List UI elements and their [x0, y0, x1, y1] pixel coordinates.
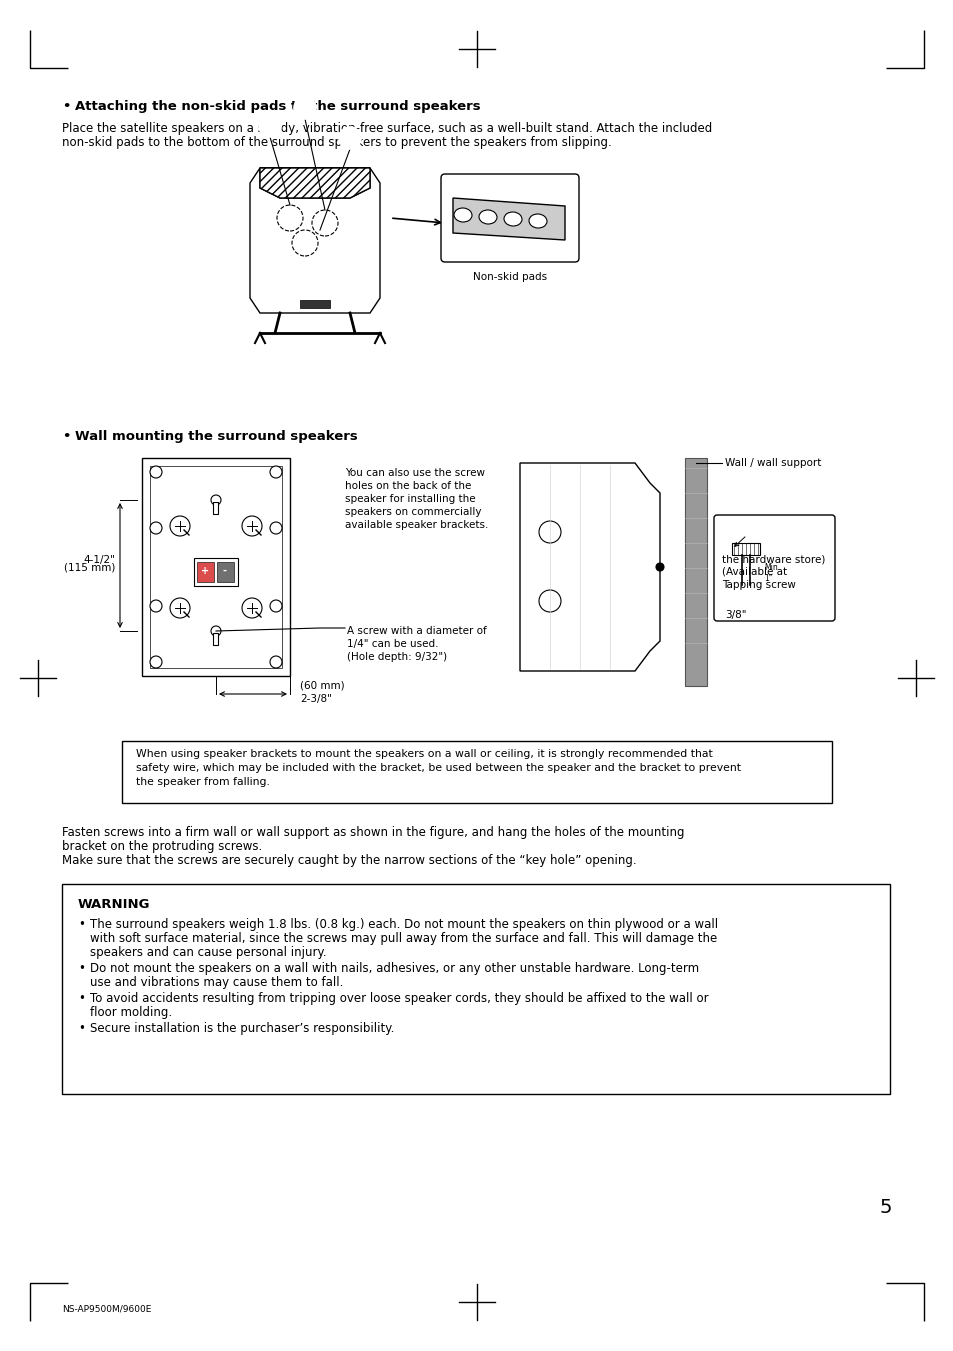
Text: •: • [78, 917, 85, 931]
Polygon shape [453, 199, 564, 240]
Bar [62, 884, 889, 1094]
Text: the speaker from falling.: the speaker from falling. [136, 777, 270, 788]
Bar [196, 562, 213, 582]
Circle shape [170, 516, 190, 536]
Ellipse shape [529, 213, 546, 228]
Text: +: + [201, 566, 209, 576]
Text: speakers on commercially: speakers on commercially [345, 507, 481, 517]
Text: with soft surface material, since the screws may pull away from the surface and : with soft surface material, since the sc… [90, 932, 717, 944]
Circle shape [338, 127, 360, 149]
Text: (Hole depth: 9/32"): (Hole depth: 9/32") [347, 653, 447, 662]
Text: Attaching the non-skid pads to the surround speakers: Attaching the non-skid pads to the surro… [75, 100, 480, 113]
Circle shape [150, 521, 162, 534]
Circle shape [656, 563, 663, 571]
Circle shape [170, 598, 190, 617]
Polygon shape [260, 168, 370, 199]
Bar [216, 562, 233, 582]
Text: speakers and can cause personal injury.: speakers and can cause personal injury. [90, 946, 326, 959]
Bar [213, 503, 218, 513]
Circle shape [150, 600, 162, 612]
Text: •: • [78, 1021, 85, 1035]
Text: The surround speakers weigh 1.8 lbs. (0.8 kg.) each. Do not mount the speakers o: The surround speakers weigh 1.8 lbs. (0.… [90, 917, 718, 931]
Ellipse shape [478, 209, 497, 224]
Text: A screw with a diameter of: A screw with a diameter of [347, 626, 486, 636]
Bar [684, 458, 706, 686]
Ellipse shape [503, 212, 521, 226]
Circle shape [270, 657, 282, 667]
Text: non-skid pads to the bottom of the surround speakers to prevent the speakers fro: non-skid pads to the bottom of the surro… [62, 136, 611, 149]
Text: 5: 5 [879, 1198, 891, 1217]
Text: Wall mounting the surround speakers: Wall mounting the surround speakers [75, 430, 357, 443]
Text: floor molding.: floor molding. [90, 1006, 172, 1019]
Text: use and vibrations may cause them to fall.: use and vibrations may cause them to fal… [90, 975, 343, 989]
Text: the hardware store): the hardware store) [721, 554, 824, 563]
Polygon shape [519, 463, 659, 671]
Text: •: • [62, 430, 71, 443]
Circle shape [242, 516, 262, 536]
Text: safety wire, which may be included with the bracket, be used between the speaker: safety wire, which may be included with … [136, 763, 740, 773]
Text: -: - [223, 566, 227, 576]
Text: speaker for installing the: speaker for installing the [345, 494, 476, 504]
Text: Make sure that the screws are securely caught by the narrow sections of the “key: Make sure that the screws are securely c… [62, 854, 636, 867]
Circle shape [270, 466, 282, 478]
Circle shape [242, 598, 262, 617]
Text: To avoid accidents resulting from tripping over loose speaker cords, they should: To avoid accidents resulting from trippi… [90, 992, 708, 1005]
Text: You can also use the screw: You can also use the screw [345, 467, 484, 478]
Circle shape [294, 97, 315, 119]
Bar [150, 466, 282, 667]
Text: •: • [78, 992, 85, 1005]
Circle shape [258, 115, 281, 136]
Text: •: • [78, 962, 85, 975]
Text: (115 mm): (115 mm) [64, 563, 115, 573]
Text: WARNING: WARNING [78, 898, 151, 911]
Bar [142, 458, 290, 676]
Text: bracket on the protruding screws.: bracket on the protruding screws. [62, 840, 262, 852]
Text: 3/8": 3/8" [724, 611, 745, 620]
Bar [299, 300, 330, 308]
Text: available speaker brackets.: available speaker brackets. [345, 520, 488, 530]
Polygon shape [250, 168, 379, 313]
Text: holes on the back of the: holes on the back of the [345, 481, 471, 490]
Text: Place the satellite speakers on a sturdy, vibration-free surface, such as a well: Place the satellite speakers on a sturdy… [62, 122, 712, 135]
FancyBboxPatch shape [713, 515, 834, 621]
Ellipse shape [454, 208, 472, 222]
Text: Fasten screws into a firm wall or wall support as shown in the figure, and hang : Fasten screws into a firm wall or wall s… [62, 825, 684, 839]
Text: 1/4" can be used.: 1/4" can be used. [347, 639, 438, 648]
Text: (Available at: (Available at [721, 567, 786, 577]
Circle shape [270, 600, 282, 612]
FancyBboxPatch shape [440, 174, 578, 262]
Bar [193, 558, 237, 586]
Circle shape [538, 521, 560, 543]
Text: (60 mm): (60 mm) [299, 681, 344, 690]
Bar [731, 543, 760, 555]
Circle shape [150, 657, 162, 667]
Text: Secure installation is the purchaser’s responsibility.: Secure installation is the purchaser’s r… [90, 1021, 394, 1035]
Text: When using speaker brackets to mount the speakers on a wall or ceiling, it is st: When using speaker brackets to mount the… [136, 748, 712, 759]
Text: Do not mount the speakers on a wall with nails, adhesives, or any other unstable: Do not mount the speakers on a wall with… [90, 962, 699, 975]
Bar [213, 634, 218, 644]
Circle shape [538, 590, 560, 612]
Text: Tapping screw: Tapping screw [721, 580, 795, 590]
Bar [122, 740, 831, 802]
Circle shape [211, 494, 221, 505]
Circle shape [211, 626, 221, 636]
Text: 2-3/8": 2-3/8" [299, 694, 332, 704]
Text: Non-skid pads: Non-skid pads [473, 272, 546, 282]
Text: Min
1": Min 1" [763, 563, 777, 582]
Polygon shape [260, 168, 370, 199]
Text: •: • [62, 100, 71, 113]
Text: NS-AP9500M/9600E: NS-AP9500M/9600E [62, 1305, 152, 1315]
Circle shape [270, 521, 282, 534]
Text: 4-1/2": 4-1/2" [83, 555, 115, 565]
Text: Wall / wall support: Wall / wall support [724, 458, 821, 467]
Circle shape [150, 466, 162, 478]
